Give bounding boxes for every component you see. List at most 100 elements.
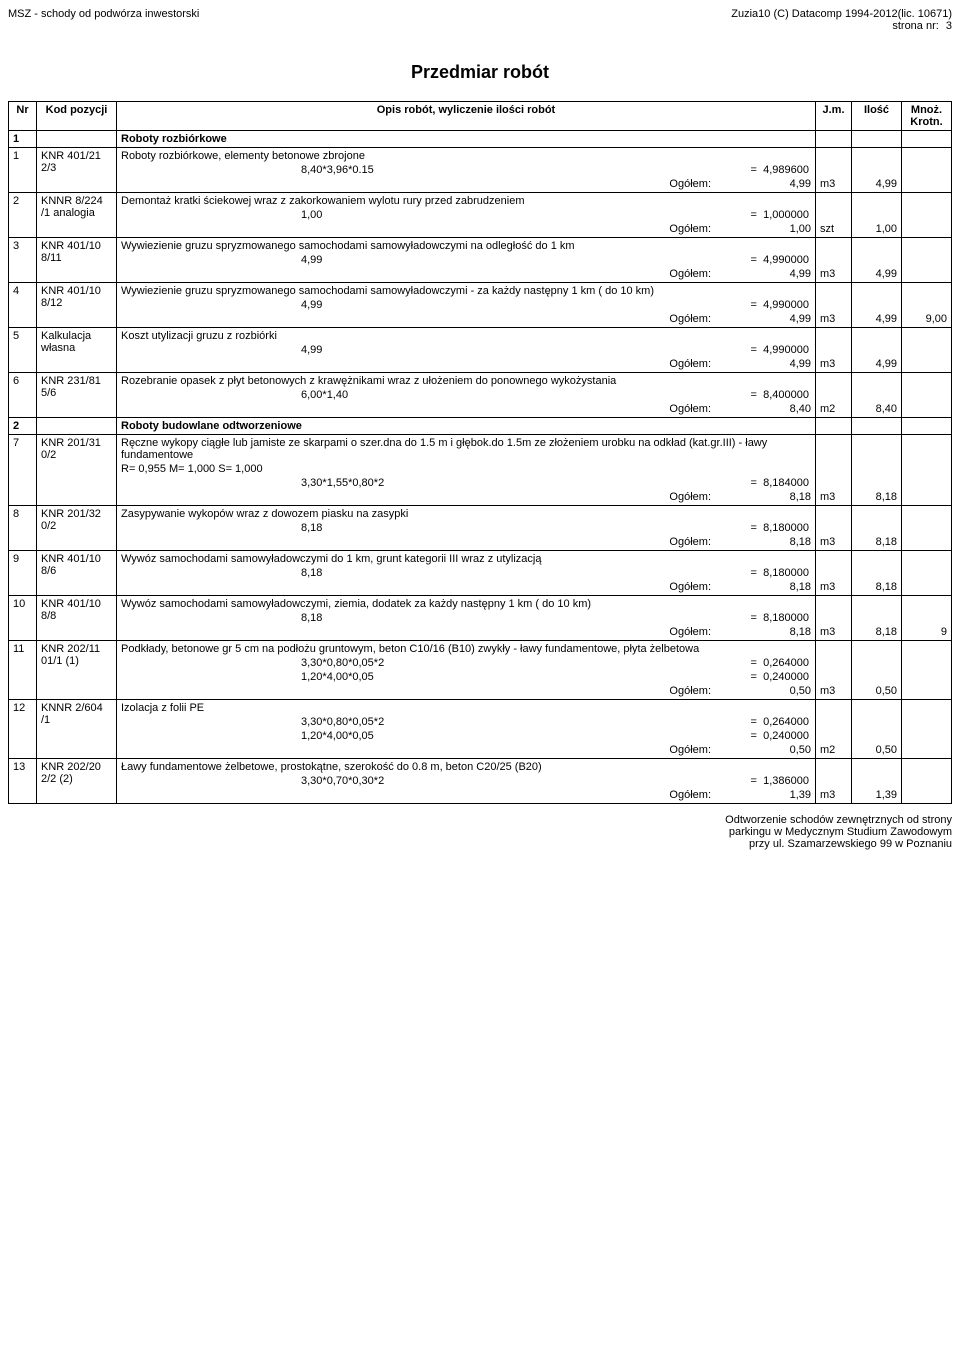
calc-eq: = [751,716,757,728]
cell-opis: Ławy fundamentowe żelbetowe, prostokątne… [117,759,816,804]
cell-opis: Wywóz samochodami samowyładowczymi, ziem… [117,596,816,641]
cell-kod [37,418,117,435]
calc-line: 8,18= 8,180000 [121,612,811,624]
calc-eq: = [751,254,757,266]
cell-nr: 12 [9,700,37,759]
sum-line: Ogółem:0,50 [121,744,811,756]
cell-opis: Rozebranie opasek z płyt betonowych z kr… [117,373,816,418]
cell-jm: m2 [816,373,852,418]
calc-val: 8,184000 [763,477,809,489]
calc-expr: 8,18 [121,612,322,624]
item-extra: R= 0,955 M= 1,000 S= 1,000 [121,463,811,475]
sum-label: Ogółem: [669,178,711,190]
calc-line: 1,20*4,00*0,05= 0,240000 [121,730,811,742]
cell-nr: 7 [9,435,37,506]
item-description: Wywiezienie gruzu spryzmowanego samochod… [121,285,811,297]
cell-nr: 6 [9,373,37,418]
calc-eq: = [751,164,757,176]
cell-jm: m3 [816,328,852,373]
cell-kod: KNR 401/10 8/11 [37,238,117,283]
sum-label: Ogółem: [669,491,711,503]
cell-kod: KNR 202/11 01/1 (1) [37,641,117,700]
calc-expr: 3,30*0,70*0,30*2 [121,775,384,787]
calc-expr: 8,18 [121,522,322,534]
calc-val: 8,400000 [763,389,809,401]
cell-mnoz [902,435,952,506]
cell-nr: 4 [9,283,37,328]
calc-eq: = [751,209,757,221]
sum-value: 1,39 [751,789,811,801]
cell-kod: KNNR 2/604 /1 [37,700,117,759]
calc-line: 4,99= 4,990000 [121,299,811,311]
cell-kod: KNR 202/20 2/2 (2) [37,759,117,804]
item-description: Demontaż kratki ściekowej wraz z zakorko… [121,195,811,207]
cell-mnoz: 9,00 [902,283,952,328]
item-description: Ławy fundamentowe żelbetowe, prostokątne… [121,761,811,773]
cell-ilosc: 8,18 [852,506,902,551]
calc-expr: 8,40*3,96*0.15 [121,164,374,176]
cell-ilosc: 4,99 [852,283,902,328]
cell-mnoz [902,328,952,373]
header-page-label: strona nr: 3 [731,20,952,32]
cell-nr: 5 [9,328,37,373]
cell-nr: 8 [9,506,37,551]
cell-mnoz [902,373,952,418]
przedmiar-table: Nr Kod pozycji Opis robót, wyliczenie il… [8,101,952,804]
calc-expr: 1,00 [121,209,322,221]
calc-line: 8,40*3,96*0.15= 4,989600 [121,164,811,176]
table-row: 1KNR 401/21 2/3Roboty rozbiórkowe, eleme… [9,148,952,193]
cell-jm: m3 [816,238,852,283]
item-description: Wywiezienie gruzu spryzmowanego samochod… [121,240,811,252]
cell-ilosc: 4,99 [852,328,902,373]
cell-opis: Podkłady, betonowe gr 5 cm na podłożu gr… [117,641,816,700]
calc-line: 3,30*0,70*0,30*2= 1,386000 [121,775,811,787]
cell-mnoz [902,700,952,759]
cell-kod: KNR 201/31 0/2 [37,435,117,506]
sum-value: 4,99 [751,313,811,325]
calc-expr: 4,99 [121,344,322,356]
cell-mnoz [902,551,952,596]
cell-jm: m2 [816,700,852,759]
cell-kod [37,131,117,148]
table-row: 6KNR 231/81 5/6Rozebranie opasek z płyt … [9,373,952,418]
sum-label: Ogółem: [669,685,711,697]
sum-line: Ogółem:4,99 [121,268,811,280]
sum-value: 4,99 [751,268,811,280]
cell-kod: KNR 231/81 5/6 [37,373,117,418]
item-description: Wywóz samochodami samowyładowczymi do 1 … [121,553,811,565]
calc-val: 0,240000 [763,671,809,683]
cell-nr: 2 [9,193,37,238]
cell-jm: szt [816,193,852,238]
item-description: Wywóz samochodami samowyładowczymi, ziem… [121,598,811,610]
sum-label: Ogółem: [669,789,711,801]
table-row: 3KNR 401/10 8/11Wywiezienie gruzu spryzm… [9,238,952,283]
cell-jm: m3 [816,283,852,328]
cell-mnoz [902,418,952,435]
sum-line: Ogółem:4,99 [121,178,811,190]
cell-jm: m3 [816,641,852,700]
sum-line: Ogółem:1,00 [121,223,811,235]
cell-mnoz [902,641,952,700]
table-row: 4KNR 401/10 8/12Wywiezienie gruzu spryzm… [9,283,952,328]
calc-val: 0,264000 [763,657,809,669]
sum-label: Ogółem: [669,581,711,593]
calc-line: 3,30*0,80*0,05*2= 0,264000 [121,657,811,669]
sum-line: Ogółem:4,99 [121,313,811,325]
item-description: Koszt utylizacji gruzu z rozbiórki [121,330,811,342]
calc-val: 4,990000 [763,344,809,356]
item-description: Zasypywanie wykopów wraz z dowozem piask… [121,508,811,520]
item-description: Ręczne wykopy ciągłe lub jamiste ze skar… [121,437,811,461]
table-row: 9KNR 401/10 8/6Wywóz samochodami samowył… [9,551,952,596]
header-left: MSZ - schody od podwórza inwestorski [8,8,199,32]
sum-value: 8,18 [751,581,811,593]
page-header: MSZ - schody od podwórza inwestorski Zuz… [8,8,952,32]
calc-eq: = [751,522,757,534]
cell-ilosc: 8,18 [852,435,902,506]
calc-expr: 3,30*0,80*0,05*2 [121,657,384,669]
calc-val: 8,180000 [763,612,809,624]
sum-label: Ogółem: [669,536,711,548]
calc-val: 0,240000 [763,730,809,742]
calc-expr: 1,20*4,00*0,05 [121,671,374,683]
footer-line3: przy ul. Szamarzewskiego 99 w Poznaniu [8,838,952,850]
cell-ilosc [852,418,902,435]
